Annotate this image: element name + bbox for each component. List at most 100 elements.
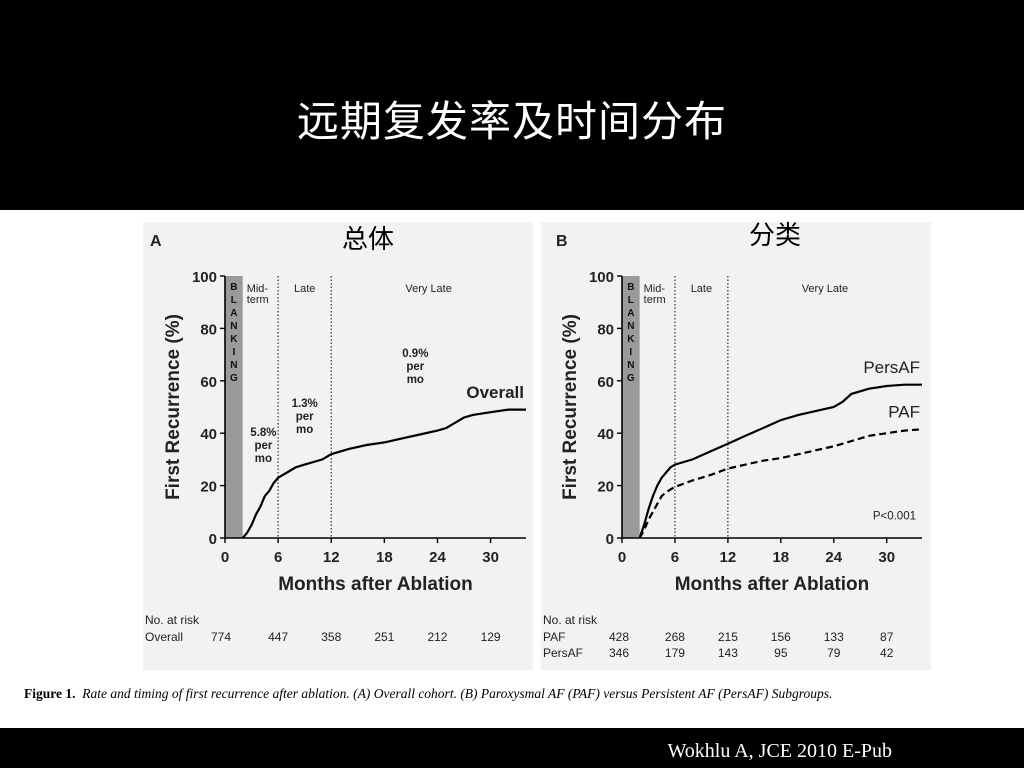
x-tick-label: 30 [482,549,499,566]
x-tick-label: 0 [221,549,229,566]
blanking-letter: N [627,321,634,332]
x-tick-label: 24 [825,549,842,566]
at-risk-row-label: PersAF [543,646,583,660]
series-line-persaf [638,383,922,539]
y-tick-label: 60 [597,374,614,391]
at-risk-row-label: PAF [543,630,565,644]
blanking-letter: B [627,282,634,293]
series-label-persaf: PersAF [863,358,920,377]
series-line-overall [241,408,526,539]
y-axis-title: First Recurrence (%) [560,314,581,500]
at-risk-value: 87 [880,630,894,644]
x-axis-title: Months after Ablation [675,574,870,595]
rate-annotation: 5.8% [250,427,276,439]
rate-annotation: per [254,440,272,452]
overlay-label: 分类 [749,220,801,250]
blanking-letter: K [627,334,635,345]
at-risk-value: 79 [827,646,841,660]
y-axis-title: First Recurrence (%) [163,314,184,500]
rate-annotation: 1.3% [292,398,318,410]
at-risk-value: 129 [481,630,501,644]
y-tick-label: 60 [200,374,217,391]
y-tick-label: 80 [200,321,217,338]
x-axis-title: Months after Ablation [278,574,473,595]
x-tick-label: 0 [618,549,626,566]
period-label: Very Late [802,283,848,295]
blanking-letter: K [230,334,238,345]
rate-annotation: mo [255,453,272,465]
blanking-letter: N [230,360,237,371]
panel-label: B [556,233,568,250]
y-tick-label: 40 [597,426,614,443]
x-tick-label: 6 [274,549,282,566]
at-risk-header: No. at risk [543,613,598,627]
period-label: Mid- [247,283,269,295]
blanking-letter: G [230,373,238,384]
blanking-letter: A [627,308,634,319]
at-risk-value: 212 [427,630,447,644]
rate-annotation: 0.9% [402,348,428,360]
y-tick-label: 40 [200,426,217,443]
series-label-overall: Overall [466,383,524,402]
x-tick-label: 18 [772,549,789,566]
blanking-letter: A [230,308,237,319]
at-risk-value: 95 [774,646,788,660]
period-label: Late [294,283,315,295]
rate-annotation: mo [296,424,313,436]
period-label: Mid- [644,283,666,295]
at-risk-value: 428 [609,630,629,644]
at-risk-value: 42 [880,646,894,660]
blanking-letter: I [629,347,632,358]
at-risk-header: No. at risk [145,613,200,627]
period-label: Late [691,283,712,295]
at-risk-row-label: Overall [145,630,183,644]
y-tick-label: 0 [606,531,614,548]
x-tick-label: 18 [376,549,393,566]
panel-background [541,222,931,670]
at-risk-value: 215 [718,630,738,644]
blanking-letter: B [230,282,237,293]
at-risk-value: 156 [771,630,791,644]
caption-text: Rate and timing of first recurrence afte… [82,686,833,701]
x-tick-label: 6 [671,549,679,566]
figure-caption: Figure 1. Rate and timing of first recur… [24,686,832,702]
overlay-label: 总体 [342,224,394,254]
period-label: term [644,294,666,306]
at-risk-value: 251 [374,630,394,644]
panel-background [143,222,533,670]
at-risk-value: 179 [665,646,685,660]
blanking-letter: L [628,295,634,306]
rate-annotation: per [296,411,314,423]
panel-label: A [150,233,162,250]
rate-annotation: mo [407,374,424,386]
at-risk-value: 447 [268,630,288,644]
citation: Wokhlu A, JCE 2010 E-Pub [667,740,892,762]
x-tick-label: 12 [323,549,340,566]
blanking-letter: N [627,360,634,371]
at-risk-value: 133 [824,630,844,644]
y-tick-label: 20 [200,479,217,496]
slide-title: 远期复发率及时间分布 [296,97,727,146]
blanking-band [225,276,243,538]
series-label-paf: PAF [888,402,920,421]
at-risk-value: 358 [321,630,341,644]
blanking-letter: N [230,321,237,332]
x-tick-label: 24 [429,549,446,566]
at-risk-value: 143 [718,646,738,660]
y-tick-label: 100 [192,269,217,286]
period-label: term [247,294,269,306]
y-tick-label: 0 [209,531,217,548]
series-line-paf [638,428,923,539]
x-tick-label: 30 [878,549,895,566]
y-tick-label: 20 [597,479,614,496]
blanking-letter: I [232,347,235,358]
blanking-letter: G [627,373,635,384]
blanking-band [622,276,640,538]
x-tick-label: 12 [720,549,737,566]
y-tick-label: 80 [597,321,614,338]
caption-label: Figure 1. [24,686,76,701]
y-tick-label: 100 [589,269,614,286]
at-risk-value: 268 [665,630,685,644]
